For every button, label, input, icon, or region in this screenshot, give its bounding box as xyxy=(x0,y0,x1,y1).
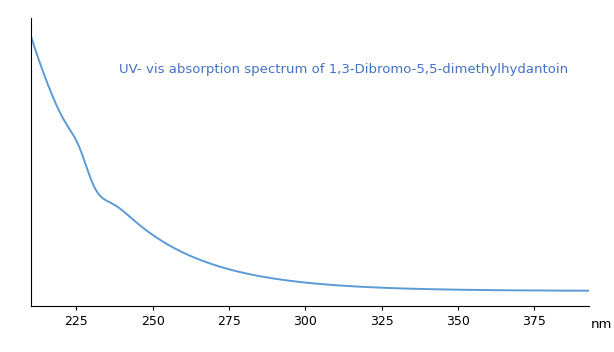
Text: nm: nm xyxy=(591,318,612,331)
Text: UV- vis absorption spectrum of 1,3-Dibromo-5,5-dimethylhydantoin: UV- vis absorption spectrum of 1,3-Dibro… xyxy=(119,63,568,76)
